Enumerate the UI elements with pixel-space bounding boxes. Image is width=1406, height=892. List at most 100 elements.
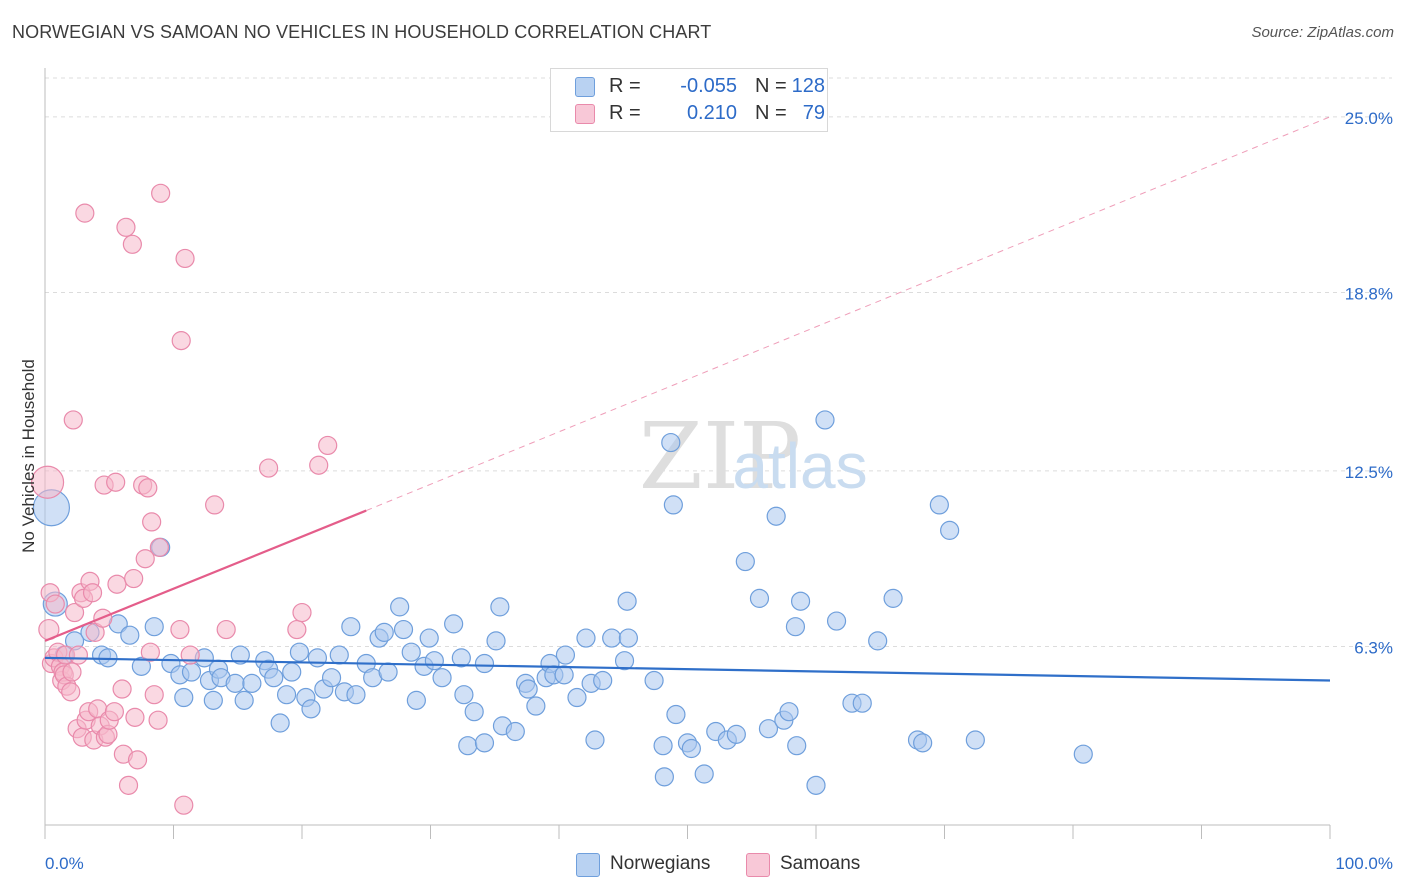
norwegian-point (555, 645, 576, 665)
samoan-point (216, 619, 236, 640)
norwegian-point (401, 642, 421, 662)
norwegian-point (120, 625, 140, 645)
norwegian-point (602, 628, 622, 648)
samoan-point (205, 495, 225, 515)
samoans-swatch (575, 104, 595, 124)
samoan-point (138, 478, 158, 498)
watermark-atlas: atlas (732, 430, 867, 502)
r-value: -0.055 (680, 75, 737, 97)
norwegian-point (567, 687, 587, 708)
samoan-point (104, 702, 124, 722)
samoan-point (292, 602, 312, 623)
norwegian-point (181, 662, 202, 682)
norwegian-point (282, 662, 302, 682)
norwegian-point (518, 679, 538, 699)
norwegian-point (174, 687, 194, 708)
samoan-point (175, 248, 195, 269)
r-value: 0.210 (686, 102, 737, 124)
trend-lines (44, 116, 1331, 682)
norwegian-point (806, 775, 826, 795)
norwegian-point (826, 611, 847, 631)
norwegian-point (617, 591, 637, 611)
n-label: N = (755, 102, 787, 124)
samoan-point (63, 410, 83, 430)
norwegian-point (264, 668, 284, 688)
norwegian-point (276, 685, 297, 705)
norwegian-point (779, 702, 799, 722)
norwegian-point (454, 685, 474, 705)
norwegian-point (419, 628, 439, 648)
samoan-trend-extension (366, 116, 1331, 512)
samoan-point (122, 234, 142, 254)
norwegian-point (694, 764, 714, 784)
norwegian-point (576, 628, 596, 648)
samoan-point (61, 682, 81, 702)
norwegian-point (852, 693, 872, 713)
samoan-point (258, 458, 279, 478)
norwegian-point (785, 617, 806, 637)
samoans-swatch (746, 853, 770, 877)
norwegian-point (486, 631, 506, 651)
norwegian-point (654, 767, 674, 787)
norwegian-point (1073, 744, 1093, 764)
norwegian-point (766, 506, 786, 526)
norwegian-point (390, 597, 410, 617)
norwegian-point (585, 730, 605, 750)
r-label: R = (609, 75, 641, 97)
norwegians-swatch (575, 77, 595, 97)
norwegian-point (474, 653, 495, 674)
norwegian-point (913, 733, 933, 753)
legend-label: Norwegians (610, 853, 711, 874)
norwegian-point (346, 685, 366, 705)
samoan-point (135, 549, 155, 569)
norwegian-point (661, 432, 681, 453)
norwegian-point (666, 704, 686, 725)
norwegian-point (790, 591, 811, 611)
norwegian-point (406, 690, 426, 710)
samoan-point (45, 594, 65, 614)
norwegian-point (464, 702, 484, 722)
norwegian-point (681, 738, 701, 759)
norwegian-point (242, 673, 262, 693)
x-tick-label-min: 0.0% (45, 854, 84, 873)
samoan-trend-line (44, 509, 367, 642)
norwegian-point (321, 668, 342, 688)
norwegian-point (234, 690, 254, 710)
norwegian-point (758, 719, 779, 739)
samoan-point (144, 685, 164, 705)
norwegian-point (554, 665, 574, 685)
source-label: Source: ZipAtlas.com (1251, 24, 1394, 41)
samoan-point (68, 645, 89, 665)
norwegian-point (458, 736, 478, 756)
norwegian-point (883, 588, 903, 608)
norwegian-point (301, 699, 321, 719)
samoan-point (149, 537, 169, 557)
norwegian-point (749, 588, 770, 608)
y-tick-label: 12.5% (1345, 463, 1393, 482)
samoan-point (125, 707, 145, 727)
norwegian-point (940, 520, 960, 540)
samoan-point (30, 465, 65, 499)
norwegian-point (653, 736, 673, 756)
norwegian-point (965, 730, 985, 750)
y-tick-label: 6.3% (1354, 639, 1393, 658)
norwegian-point (329, 645, 349, 665)
tick-labels: 6.3% 12.5% 18.8% 25.0% 0.0% 100.0% (45, 109, 1393, 873)
y-axis-label: No Vehicles in Household (19, 359, 38, 553)
norwegian-point (451, 648, 471, 668)
chart-title: NORWEGIAN VS SAMOAN NO VEHICLES IN HOUSE… (12, 22, 712, 42)
norwegian-point (593, 670, 613, 691)
norwegian-point (868, 631, 888, 651)
correlation-legend: R = -0.055 N = 128 R = 0.210 N = 79 (550, 68, 828, 132)
samoan-point (127, 750, 148, 770)
samoan-point (148, 710, 168, 730)
x-tick-label-max: 100.0% (1335, 854, 1393, 873)
norwegian-point (289, 642, 310, 662)
norwegian-point (307, 648, 328, 668)
norwegian-point (815, 410, 835, 430)
samoan-point (170, 619, 190, 640)
samoan-point (171, 331, 191, 351)
norwegian-point (526, 696, 546, 716)
norwegian-trend-line (44, 656, 1331, 682)
